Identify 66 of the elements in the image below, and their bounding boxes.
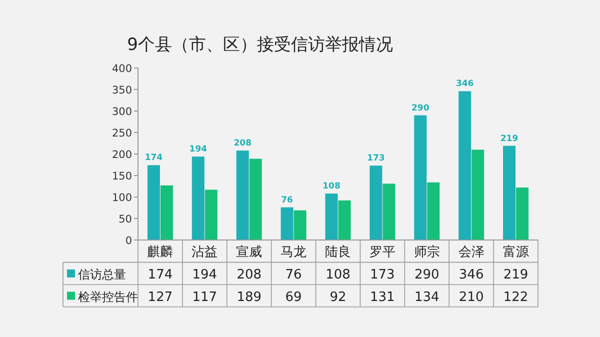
bar xyxy=(325,194,338,240)
data-label: 108 xyxy=(326,267,350,282)
y-tick-label: 300 xyxy=(112,106,132,118)
bar xyxy=(147,165,160,240)
x-tick-label: 马龙 xyxy=(280,245,307,260)
bar xyxy=(294,210,306,240)
y-tick-label: 50 xyxy=(118,214,132,226)
data-label: 208 xyxy=(236,267,262,282)
annotation: 208 xyxy=(234,138,252,149)
bar xyxy=(192,156,204,240)
bar xyxy=(280,207,294,240)
bar xyxy=(160,185,173,240)
x-tick-label: 师宗 xyxy=(414,244,440,260)
data-label: 219 xyxy=(503,267,528,282)
data-label: 174 xyxy=(148,267,173,282)
data-label: 189 xyxy=(236,290,262,305)
bar xyxy=(338,200,351,240)
data-label: 134 xyxy=(414,290,440,305)
data-label: 173 xyxy=(370,267,395,282)
legend-label: 信访总量 xyxy=(78,267,126,282)
data-label: 290 xyxy=(414,267,440,282)
legend-label: 检举控告件 xyxy=(78,290,138,304)
data-label: 131 xyxy=(370,290,395,305)
x-tick-label: 陆良 xyxy=(325,245,351,260)
bar xyxy=(458,91,472,240)
x-tick-label: 会泽 xyxy=(458,245,484,260)
x-tick-label: 罗平 xyxy=(369,245,396,260)
bar xyxy=(503,146,516,240)
data-label: 117 xyxy=(192,290,218,305)
data-label: 346 xyxy=(458,267,484,282)
bar xyxy=(427,182,440,240)
annotation: 194 xyxy=(189,144,208,155)
data-label: 76 xyxy=(285,267,302,282)
y-tick-label: 0 xyxy=(125,235,132,247)
bar xyxy=(516,188,529,240)
bar xyxy=(472,150,484,240)
annotation: 174 xyxy=(144,153,163,164)
bar xyxy=(370,166,382,240)
annotation: 108 xyxy=(322,182,340,192)
bar xyxy=(382,184,396,240)
bar xyxy=(414,115,427,240)
y-tick-label: 350 xyxy=(112,84,132,96)
data-label: 194 xyxy=(192,267,218,282)
data-label: 210 xyxy=(458,290,484,305)
annotation: 290 xyxy=(412,103,430,114)
y-tick-label: 400 xyxy=(112,63,132,75)
data-label: 92 xyxy=(330,290,346,305)
x-tick-label: 沾益 xyxy=(192,245,218,260)
bar xyxy=(236,150,249,240)
chart-title: 9个县（市、区）接受信访举报情况 xyxy=(127,35,393,55)
bar xyxy=(204,190,218,240)
annotation: 173 xyxy=(367,154,385,164)
y-tick-label: 200 xyxy=(112,149,132,161)
bar xyxy=(249,158,262,240)
data-label: 69 xyxy=(285,290,302,305)
data-label: 127 xyxy=(148,290,173,305)
data-label: 122 xyxy=(503,290,528,305)
x-tick-label: 宣威 xyxy=(236,244,262,260)
x-tick-label: 富源 xyxy=(502,244,529,260)
y-tick-label: 150 xyxy=(112,170,132,182)
annotation: 346 xyxy=(456,79,474,90)
annotation: 219 xyxy=(500,134,518,144)
y-tick-label: 250 xyxy=(112,128,132,140)
y-tick-label: 100 xyxy=(112,192,132,204)
x-tick-label: 麒麟 xyxy=(147,245,174,260)
annotation: 76 xyxy=(281,195,294,206)
